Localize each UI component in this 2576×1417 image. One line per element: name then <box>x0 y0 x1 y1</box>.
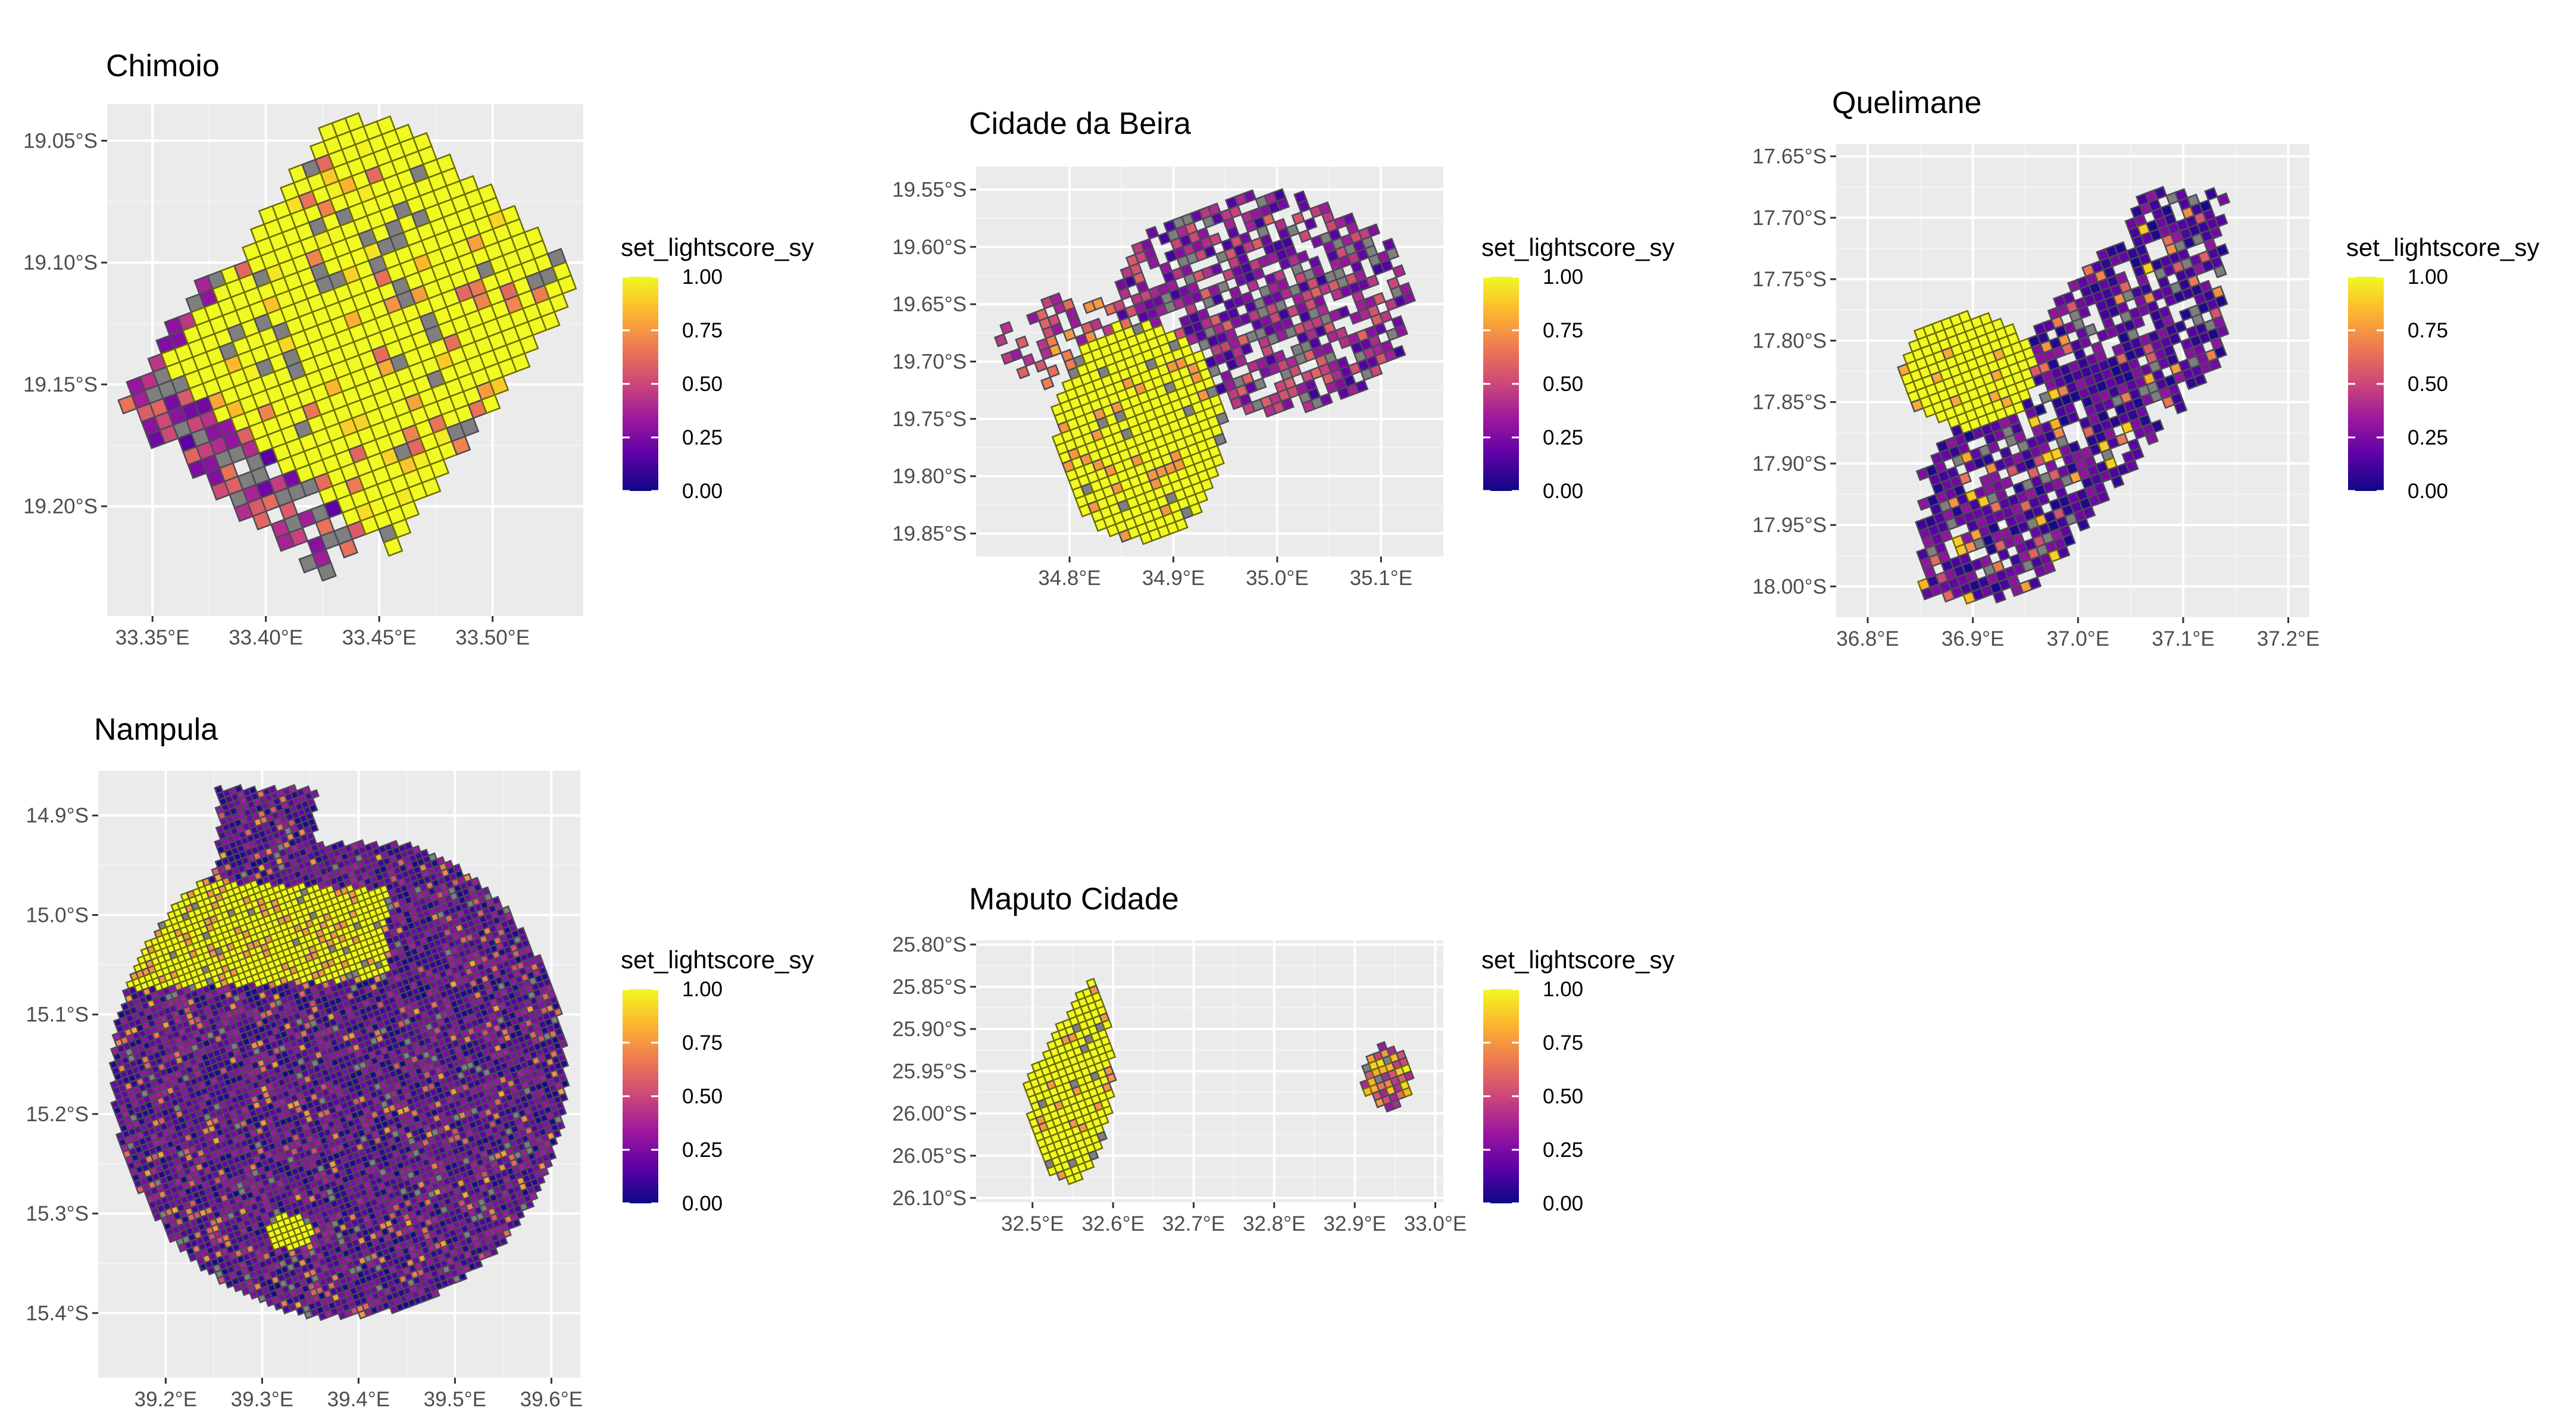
legend-tick-label: 0.00 <box>682 480 723 503</box>
lon-tick-label: 39.3°E <box>231 1388 293 1411</box>
lat-tick-label: 15.0°S <box>26 903 89 927</box>
facet-quelimane: Quelimane 36.8°E 36.9°E 37.0°E 37.1°E 37.2°E 1… <box>1752 86 2319 650</box>
facet-chimoio: Chimoio 33.35°E 33.40°E 33.45°E 33.50°E 19.05… <box>23 49 583 649</box>
legend-tick-label: 0.75 <box>1543 319 1583 342</box>
legend-tick-label: 0.75 <box>2408 319 2448 342</box>
facet-title: Quelimane <box>1832 86 1981 120</box>
legend-title: set_lightscore_sy <box>621 233 814 261</box>
lon-tick-label: 33.40°E <box>229 626 303 649</box>
lat-tick-label: 15.2°S <box>26 1103 89 1126</box>
lon-tick-label: 33.35°E <box>115 626 190 649</box>
legend-chimoio: set_lightscore_sy 1.00 0.75 0.50 0.25 0.00 <box>621 233 814 503</box>
lat-tick-label: 19.80°S <box>892 465 967 488</box>
legend-tick-label: 1.00 <box>682 265 723 289</box>
lat-tick-label: 19.05°S <box>23 129 98 152</box>
legend-tick-label: 0.25 <box>1543 426 1583 449</box>
legend-title: set_lightscore_sy <box>2346 233 2540 261</box>
facet-nampula: Nampula 39.2°E 39.3°E 39.4°E 39.5°E 39.6°E 14.… <box>26 712 583 1411</box>
lat-tick-label: 17.85°S <box>1752 391 1827 414</box>
grid-cell <box>432 1290 440 1298</box>
lon-tick-label: 37.2°E <box>2257 627 2319 650</box>
lon-tick-label: 36.8°E <box>1836 627 1899 650</box>
legend-tick-label: 0.50 <box>682 373 723 396</box>
lat-tick-label: 17.95°S <box>1752 514 1827 537</box>
lon-tick-label: 39.5°E <box>424 1388 486 1411</box>
lat-tick-label: 19.55°S <box>892 179 967 202</box>
lon-tick-label: 35.1°E <box>1350 567 1412 590</box>
legend-quelimane: set_lightscore_sy 1.00 0.75 0.50 0.25 0.00 <box>2346 233 2540 503</box>
lat-tick-label: 17.70°S <box>1752 207 1827 230</box>
legend-tick-label: 0.50 <box>1543 373 1583 396</box>
lat-tick-label: 19.15°S <box>23 373 98 396</box>
lon-tick-label: 37.1°E <box>2152 627 2214 650</box>
lat-tick-label: 19.60°S <box>892 236 967 259</box>
lon-tick-label: 35.0°E <box>1246 567 1308 590</box>
lat-tick-label: 17.75°S <box>1752 268 1827 291</box>
lat-tick-label: 17.90°S <box>1752 452 1827 476</box>
lon-tick-label: 34.9°E <box>1142 567 1205 590</box>
lon-tick-label: 33.45°E <box>342 626 417 649</box>
legend-tick-label: 0.00 <box>1543 480 1583 503</box>
legend-tick-label: 1.00 <box>2408 265 2448 289</box>
lat-tick-label: 19.20°S <box>23 495 98 518</box>
lat-tick-label: 19.85°S <box>892 522 967 545</box>
lon-tick-label: 39.6°E <box>520 1388 583 1411</box>
legend-tick-label: 1.00 <box>1543 265 1583 289</box>
legend-tick-label: 0.00 <box>2408 480 2448 503</box>
lat-tick-label: 15.3°S <box>26 1202 89 1225</box>
legend-title: set_lightscore_sy <box>1481 233 1675 261</box>
facet-title: Chimoio <box>106 49 220 83</box>
lat-tick-label: 19.65°S <box>892 293 967 316</box>
lon-tick-label: 39.2°E <box>135 1388 197 1411</box>
lat-tick-label: 17.65°S <box>1752 145 1827 168</box>
facet-beira: Cidade da Beira 34.8°E 34.9°E 35.0°E 35.1°E 1… <box>892 107 1443 590</box>
lon-tick-label: 36.9°E <box>1942 627 2004 650</box>
legend-beira: set_lightscore_sy 1.00 0.75 0.50 0.25 0.00 <box>1481 233 1675 503</box>
lat-tick-label: 15.4°S <box>26 1302 89 1325</box>
lat-tick-label: 18.00°S <box>1752 575 1827 598</box>
lon-tick-label: 33.50°E <box>455 626 530 649</box>
legend-tick-label: 0.25 <box>2408 426 2448 449</box>
legend-tick-label: 0.75 <box>682 319 723 342</box>
lon-tick-label: 39.4°E <box>327 1388 390 1411</box>
lon-tick-label: 37.0°E <box>2047 627 2109 650</box>
lat-tick-label: 14.9°S <box>26 804 89 827</box>
lat-tick-label: 19.75°S <box>892 408 967 431</box>
legend-tick-label: 0.50 <box>2408 373 2448 396</box>
lat-tick-label: 17.80°S <box>1752 329 1827 352</box>
facet-title: Cidade da Beira <box>969 107 1191 141</box>
legend-tick-label: 0.25 <box>682 426 723 449</box>
lat-tick-label: 19.10°S <box>23 251 98 274</box>
lon-tick-label: 34.8°E <box>1038 567 1101 590</box>
lat-tick-label: 19.70°S <box>892 351 967 374</box>
lat-tick-label: 15.1°S <box>26 1003 89 1027</box>
facet-title: Nampula <box>94 712 218 747</box>
